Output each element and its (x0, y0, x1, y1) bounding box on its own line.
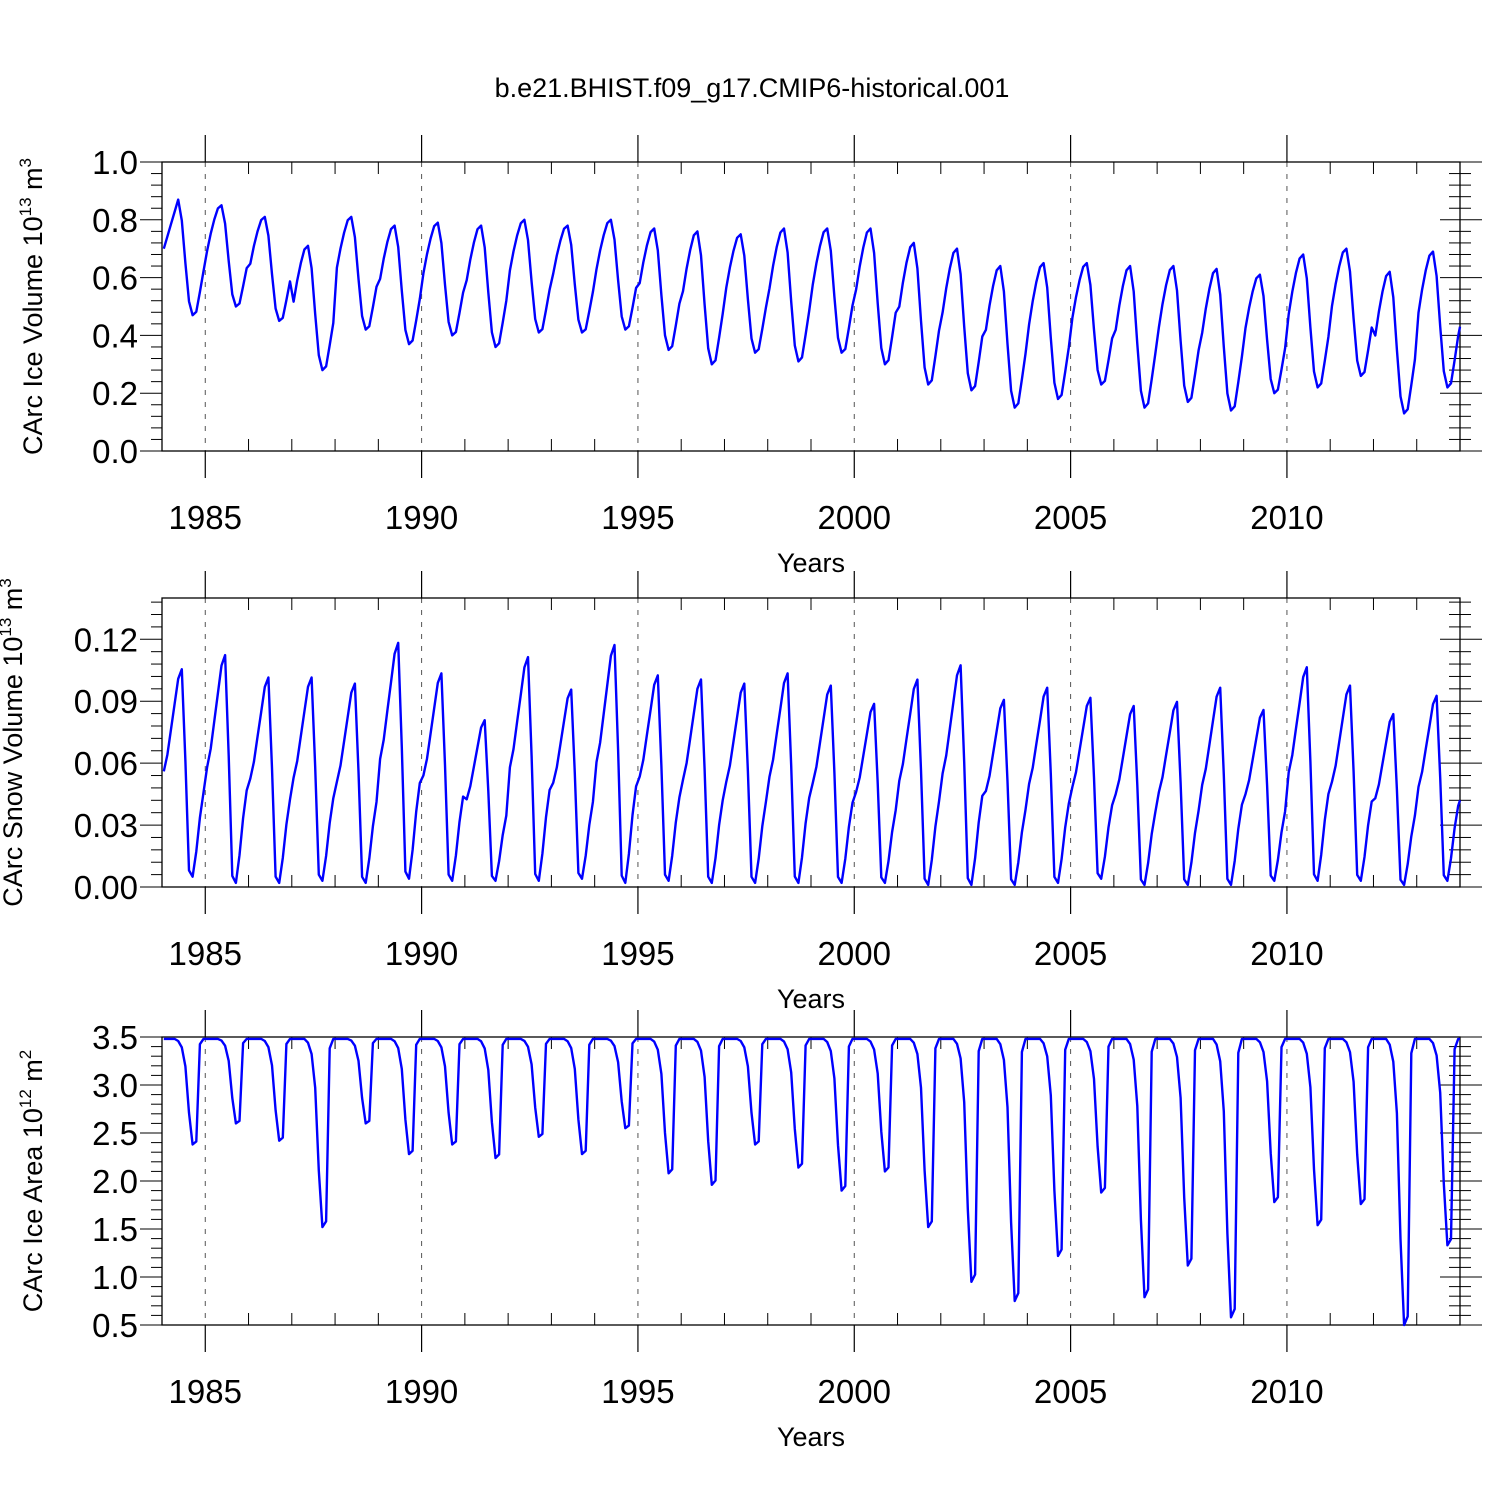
y-axis-label-main: CArc Snow Volume 10 (0, 637, 28, 907)
panel-ice-volume: 1985 1990 1995 2000 2005 2010 Years 0.0 0.2 0.4 0.… (16, 135, 1482, 578)
x-tick-label-1990: 1990 (385, 935, 458, 972)
y-tick-label-0.12: 0.12 (74, 621, 138, 658)
y-axis-label-exponent: 13 (0, 618, 15, 637)
y-tick-label-0.00: 0.00 (74, 869, 138, 906)
y-axis-label-unit-exponent: 3 (16, 158, 35, 167)
x-tick-label-2000: 2000 (818, 1373, 891, 1410)
y-tick-label-0.6: 0.6 (92, 260, 138, 297)
y-tick-label-2.5: 2.5 (92, 1115, 138, 1152)
x-tick-label-2000: 2000 (818, 499, 891, 536)
x-tick-label-2010: 2010 (1250, 499, 1323, 536)
y-axis-label: CArc Snow Volume 1013 m3 (0, 578, 28, 907)
y-tick-label-0.09: 0.09 (74, 683, 138, 720)
y-tick-label-0.03: 0.03 (74, 807, 138, 844)
series-line-ice-area (163, 1037, 1460, 1327)
panel-ice-area: 1985 1990 1995 2000 2005 2010 Years 0.5 1.0 1.5 2.… (16, 1010, 1482, 1452)
y-tick-label-0.5: 0.5 (92, 1307, 138, 1344)
x-tick-label-2010: 2010 (1250, 935, 1323, 972)
y-axis-label-unit: m (18, 167, 48, 197)
x-tick-label-1985: 1985 (169, 499, 242, 536)
x-axis-label: Years (777, 1422, 845, 1452)
y-axis-label-main: CArc Ice Area 10 (18, 1108, 48, 1312)
y-axis-label-main: CArc Ice Volume 10 (18, 216, 48, 455)
series-line-ice-volume (162, 198, 1462, 415)
y-axis-label: CArc Ice Area 1012 m2 (16, 1050, 48, 1313)
figure-title: b.e21.BHIST.f09_g17.CMIP6-historical.001 (495, 73, 1010, 103)
y-tick-label-2.0: 2.0 (92, 1163, 138, 1200)
y-tick-label-3.5: 3.5 (92, 1019, 138, 1056)
y-axis-label: CArc Ice Volume 1013 m3 (16, 158, 48, 455)
x-tick-label-2005: 2005 (1034, 935, 1107, 972)
y-tick-label-1.0: 1.0 (92, 144, 138, 181)
x-tick-label-1995: 1995 (601, 1373, 674, 1410)
y-tick-label-0.06: 0.06 (74, 745, 138, 782)
y-axis-label-unit-exponent: 3 (0, 578, 15, 587)
y-axis-label-unit: m (18, 1059, 48, 1089)
x-axis-label: Years (777, 548, 845, 578)
y-tick-label-1.5: 1.5 (92, 1211, 138, 1248)
x-tick-label-1985: 1985 (169, 935, 242, 972)
y-tick-label-0.4: 0.4 (92, 317, 138, 354)
y-tick-label-0.2: 0.2 (92, 375, 138, 412)
x-tick-label-2000: 2000 (818, 935, 891, 972)
y-tick-label-3.0: 3.0 (92, 1067, 138, 1104)
y-tick-label-1.0: 1.0 (92, 1259, 138, 1296)
panel-snow-volume: 1985 1990 1995 2000 2005 2010 Years 0.00 0.03 0.0… (0, 571, 1482, 1014)
x-tick-label-1985: 1985 (169, 1373, 242, 1410)
x-tick-label-2010: 2010 (1250, 1373, 1323, 1410)
y-axis-label-exponent: 12 (16, 1089, 35, 1108)
series-line-snow-volume (162, 641, 1462, 887)
x-tick-label-2005: 2005 (1034, 1373, 1107, 1410)
x-tick-label-1990: 1990 (385, 499, 458, 536)
y-axis-label-exponent: 13 (16, 197, 35, 216)
x-axis-label: Years (777, 984, 845, 1014)
y-axis-label-unit-exponent: 2 (16, 1050, 35, 1059)
y-tick-label-0.8: 0.8 (92, 202, 138, 239)
panels: 1985 1990 1995 2000 2005 2010 Years 0.0 0.2 0.4 0.… (0, 135, 1482, 1452)
x-tick-label-1995: 1995 (601, 499, 674, 536)
y-tick-label-0.0: 0.0 (92, 433, 138, 470)
y-axis-label-unit: m (0, 588, 28, 618)
x-tick-label-2005: 2005 (1034, 499, 1107, 536)
x-tick-label-1995: 1995 (601, 935, 674, 972)
x-tick-label-1990: 1990 (385, 1373, 458, 1410)
